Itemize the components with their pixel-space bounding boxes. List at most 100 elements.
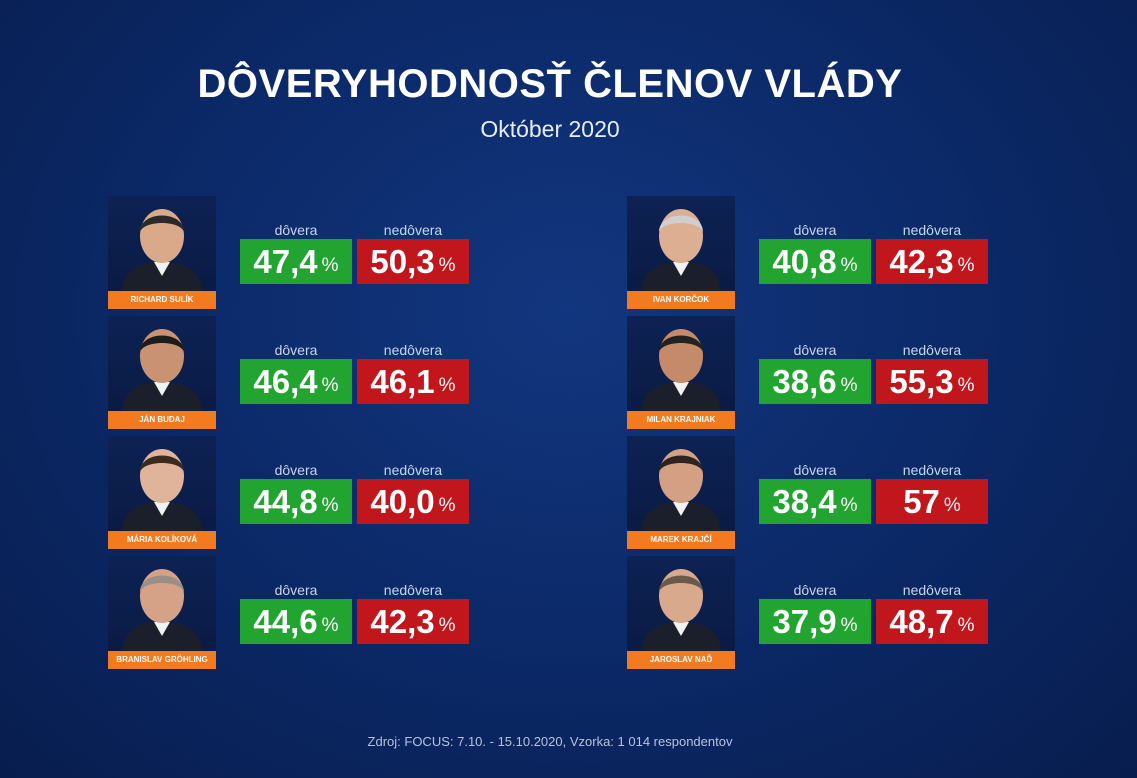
trust-value-box: 44,6% xyxy=(240,599,352,644)
distrust-label: nedôvera xyxy=(383,582,443,598)
distrust-value: 50,3 xyxy=(370,242,435,280)
minister-card: BRANISLAV GRÖHLING dôvera nedôvera 44,6% 42,… xyxy=(108,556,488,676)
trust-value: 44,8 xyxy=(253,482,318,520)
distrust-value: 42,3 xyxy=(889,242,954,280)
person-silhouette-icon xyxy=(122,449,202,531)
trust-value-box: 46,4% xyxy=(240,359,352,404)
minister-name: JÁN BUDAJ xyxy=(108,411,216,429)
percent-sign: % xyxy=(840,614,858,636)
trust-value: 37,9 xyxy=(772,602,837,640)
minister-name: IVAN KORČOK xyxy=(627,291,735,309)
percent-sign: % xyxy=(957,374,975,396)
distrust-value: 57 xyxy=(903,482,940,520)
minister-card: JAROSLAV NAĎ dôvera nedôvera 37,9% 48,7% xyxy=(627,556,1007,676)
trust-value: 38,4 xyxy=(772,482,837,520)
distrust-label: nedôvera xyxy=(902,222,962,238)
trust-label: dôvera xyxy=(793,582,837,598)
minister-name: BRANISLAV GRÖHLING xyxy=(108,651,216,669)
percent-sign: % xyxy=(321,254,339,276)
person-silhouette-icon xyxy=(641,209,721,291)
percent-sign: % xyxy=(321,494,339,516)
minister-card: MILAN KRAJNIAK dôvera nedôvera 38,6% 55,3% xyxy=(627,316,1007,436)
trust-value: 44,6 xyxy=(253,602,318,640)
right-column: IVAN KORČOK dôvera nedôvera 40,8% 42,3% MILA… xyxy=(627,196,1007,676)
minister-card: JÁN BUDAJ dôvera nedôvera 46,4% 46,1% xyxy=(108,316,488,436)
minister-name: MILAN KRAJNIAK xyxy=(627,411,735,429)
distrust-label: nedôvera xyxy=(383,462,443,478)
distrust-value: 48,7 xyxy=(889,602,954,640)
minister-name: MÁRIA KOLÍKOVÁ xyxy=(108,531,216,549)
person-silhouette-icon xyxy=(641,569,721,651)
percent-sign: % xyxy=(957,614,975,636)
trust-value-box: 37,9% xyxy=(759,599,871,644)
minister-name: MAREK KRAJČÍ xyxy=(627,531,735,549)
source-note: Zdroj: FOCUS: 7.10. - 15.10.2020, Vzorka… xyxy=(367,734,733,749)
person-silhouette-icon xyxy=(122,569,202,651)
distrust-value-box: 48,7% xyxy=(876,599,988,644)
distrust-value: 46,1 xyxy=(370,362,435,400)
chart-subtitle: Október 2020 xyxy=(480,116,620,142)
percent-sign: % xyxy=(438,494,456,516)
trust-label: dôvera xyxy=(274,222,318,238)
trust-value-box: 47,4% xyxy=(240,239,352,284)
minister-name: RICHARD SULÍK xyxy=(108,291,216,309)
percent-sign: % xyxy=(438,254,456,276)
person-silhouette-icon xyxy=(641,329,721,411)
percent-sign: % xyxy=(943,494,961,516)
person-silhouette-icon xyxy=(122,329,202,411)
trust-value: 47,4 xyxy=(253,242,318,280)
percent-sign: % xyxy=(840,374,858,396)
percent-sign: % xyxy=(438,614,456,636)
portrait-photo xyxy=(627,316,735,411)
person-silhouette-icon xyxy=(122,209,202,291)
minister-card: MAREK KRAJČÍ dôvera nedôvera 38,4% 57% xyxy=(627,436,1007,556)
minister-card: IVAN KORČOK dôvera nedôvera 40,8% 42,3% xyxy=(627,196,1007,316)
percent-sign: % xyxy=(438,374,456,396)
distrust-value-box: 40,0% xyxy=(357,479,469,524)
percent-sign: % xyxy=(321,374,339,396)
left-column: RICHARD SULÍK dôvera nedôvera 47,4% 50,3% JÁ… xyxy=(108,196,488,676)
trust-value: 40,8 xyxy=(772,242,837,280)
percent-sign: % xyxy=(321,614,339,636)
percent-sign: % xyxy=(957,254,975,276)
distrust-label: nedôvera xyxy=(383,342,443,358)
portrait-photo xyxy=(627,556,735,651)
percent-sign: % xyxy=(840,254,858,276)
distrust-value-box: 55,3% xyxy=(876,359,988,404)
distrust-label: nedôvera xyxy=(902,582,962,598)
distrust-value: 42,3 xyxy=(370,602,435,640)
minister-name: JAROSLAV NAĎ xyxy=(627,651,735,669)
trust-value-box: 38,4% xyxy=(759,479,871,524)
distrust-label: nedôvera xyxy=(383,222,443,238)
distrust-value: 40,0 xyxy=(370,482,435,520)
trust-label: dôvera xyxy=(274,582,318,598)
trust-value: 38,6 xyxy=(772,362,837,400)
trust-label: dôvera xyxy=(274,462,318,478)
trust-label: dôvera xyxy=(793,342,837,358)
trust-label: dôvera xyxy=(793,462,837,478)
distrust-value-box: 42,3% xyxy=(876,239,988,284)
distrust-value-box: 42,3% xyxy=(357,599,469,644)
percent-sign: % xyxy=(840,494,858,516)
trust-label: dôvera xyxy=(274,342,318,358)
trust-value: 46,4 xyxy=(253,362,318,400)
portrait-photo xyxy=(627,196,735,291)
distrust-label: nedôvera xyxy=(902,462,962,478)
portrait-photo xyxy=(108,436,216,531)
chart-title: DÔVERYHODNOSŤ ČLENOV VLÁDY xyxy=(197,62,903,106)
trust-value-box: 44,8% xyxy=(240,479,352,524)
portrait-photo xyxy=(108,316,216,411)
trust-value-box: 38,6% xyxy=(759,359,871,404)
distrust-value-box: 57% xyxy=(876,479,988,524)
minister-card: MÁRIA KOLÍKOVÁ dôvera nedôvera 44,8% 40,0% xyxy=(108,436,488,556)
distrust-value-box: 50,3% xyxy=(357,239,469,284)
distrust-value-box: 46,1% xyxy=(357,359,469,404)
trust-label: dôvera xyxy=(793,222,837,238)
portrait-photo xyxy=(108,196,216,291)
minister-card: RICHARD SULÍK dôvera nedôvera 47,4% 50,3% xyxy=(108,196,488,316)
portrait-photo xyxy=(108,556,216,651)
distrust-label: nedôvera xyxy=(902,342,962,358)
portrait-photo xyxy=(627,436,735,531)
distrust-value: 55,3 xyxy=(889,362,954,400)
trust-value-box: 40,8% xyxy=(759,239,871,284)
